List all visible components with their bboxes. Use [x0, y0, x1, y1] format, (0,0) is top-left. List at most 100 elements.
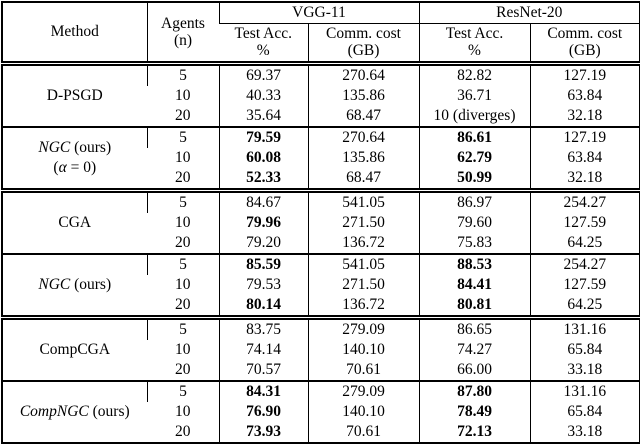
cell-vgg-cost: 279.09 [307, 317, 420, 340]
table-row: 20 79.20 136.72 75.83 64.25 [2, 233, 640, 254]
cell-agents: 20 [175, 361, 191, 378]
table-row: 20 35.64 68.47 10 (diverges) 32.18 [2, 106, 640, 127]
cell-resnet-cost: 131.16 [529, 381, 640, 402]
header-vgg-test-acc: Test Acc.% [219, 23, 308, 66]
cell-vgg-acc: 84.67 [218, 190, 308, 213]
cell-resnet-cost: 32.18 [529, 106, 640, 127]
cell-agents: 10 [175, 341, 191, 358]
cell-method: NGC (ours) [38, 276, 112, 293]
cell-vgg-cost: 271.50 [307, 213, 420, 233]
group-compcga: CompCGA 5 83.75 279.09 86.65 131.16 10 7… [2, 317, 640, 381]
cell-vgg-acc: 40.33 [218, 86, 308, 106]
cell-resnet-cost: 64.25 [529, 295, 640, 318]
cell-method: NGC (ours) (α = 0) [38, 139, 112, 176]
cell-resnet-cost: 127.59 [529, 275, 640, 295]
cell-vgg-acc: 70.57 [218, 360, 308, 381]
group-compngc: CompNGC (ours) 5 84.31 279.09 87.80 131.… [2, 381, 640, 443]
cell-agents: 5 [146, 317, 219, 340]
cell-resnet-acc: 86.61 [418, 127, 531, 148]
cell-resnet-acc: 79.60 [418, 213, 531, 233]
header-agents: Agents (n) [146, 2, 219, 64]
group-cga: CGA 5 84.67 541.05 86.97 254.27 10 79.96… [2, 190, 640, 254]
cell-vgg-cost: 541.05 [307, 190, 420, 213]
cell-resnet-acc: 87.80 [418, 381, 531, 402]
cell-resnet-acc: 10 (diverges) [418, 106, 531, 127]
cell-agents: 5 [146, 63, 219, 86]
cell-agents: 10 [175, 149, 191, 166]
cell-vgg-acc: 73.93 [218, 422, 308, 443]
group-ngc-alpha0: NGC (ours) (α = 0) 5 79.59 270.64 86.61 … [2, 127, 640, 191]
header-method: Method [50, 23, 99, 40]
table-row: CompNGC (ours) 5 84.31 279.09 87.80 131.… [2, 381, 640, 420]
group-ngc: NGC (ours) 5 85.59 541.05 88.53 254.27 1… [2, 254, 640, 318]
cell-resnet-acc: 36.71 [418, 86, 531, 106]
cell-vgg-acc: 79.53 [218, 275, 308, 295]
cell-method: CompCGA [39, 341, 111, 358]
cell-vgg-acc: 52.33 [218, 168, 308, 191]
table-row: NGC (ours) 5 85.59 541.05 88.53 254.27 [2, 254, 640, 293]
cell-resnet-acc: 84.41 [418, 275, 531, 295]
table-header: Method Agents (n) VGG-11 ResNet-20 Test A… [2, 2, 640, 66]
table-row: 10 74.14 140.10 74.27 65.84 [2, 340, 640, 360]
cell-vgg-cost: 70.61 [307, 360, 420, 381]
table-row: CompCGA 5 83.75 279.09 86.65 131.16 [2, 317, 640, 358]
cell-vgg-cost: 136.72 [307, 295, 420, 318]
cell-vgg-acc: 83.75 [218, 317, 308, 340]
cell-vgg-cost: 68.47 [307, 168, 420, 191]
cell-resnet-acc: 50.99 [418, 168, 531, 191]
cell-vgg-cost: 140.10 [307, 402, 420, 422]
cell-agents: 5 [146, 254, 219, 275]
cell-agents: 20 [175, 296, 191, 313]
cell-resnet-cost: 33.18 [529, 360, 640, 381]
table-row: 10 76.90 140.10 78.49 65.84 [2, 402, 640, 422]
cell-vgg-cost: 271.50 [307, 275, 420, 295]
cell-agents: 20 [175, 107, 191, 124]
cell-resnet-cost: 254.27 [529, 254, 640, 275]
cell-agents: 20 [175, 234, 191, 251]
table-row: D-PSGD 5 69.37 270.64 82.82 127.19 [2, 63, 640, 104]
cell-agents: 20 [175, 169, 191, 186]
cell-resnet-acc: 88.53 [418, 254, 531, 275]
cell-vgg-acc: 69.37 [218, 63, 308, 86]
cell-agents: 5 [146, 127, 219, 148]
cell-vgg-acc: 74.14 [218, 340, 308, 360]
cell-resnet-cost: 33.18 [529, 422, 640, 443]
cell-vgg-acc: 80.14 [218, 295, 308, 318]
cell-vgg-acc: 79.59 [218, 127, 308, 148]
cell-resnet-acc: 66.00 [418, 360, 531, 381]
cell-agents: 10 [175, 87, 191, 104]
table-row: NGC (ours) (α = 0) 5 79.59 270.64 86.61 … [2, 127, 640, 176]
cell-resnet-acc: 78.49 [418, 402, 531, 422]
cell-method: CompNGC (ours) [19, 403, 130, 420]
cell-vgg-cost: 279.09 [307, 381, 420, 402]
cell-resnet-cost: 127.19 [529, 63, 640, 86]
header-resnet-test-acc: Test Acc.% [418, 23, 531, 66]
cell-resnet-acc: 82.82 [418, 63, 531, 86]
table-row: 10 40.33 135.86 36.71 63.84 [2, 86, 640, 106]
cell-vgg-cost: 70.61 [307, 422, 420, 443]
cell-resnet-cost: 64.25 [529, 233, 640, 254]
cell-resnet-acc: 74.27 [418, 340, 531, 360]
cell-resnet-acc: 86.97 [418, 190, 531, 213]
cell-vgg-cost: 270.64 [307, 63, 420, 86]
cell-resnet-cost: 254.27 [529, 190, 640, 213]
table-row: 10 79.53 271.50 84.41 127.59 [2, 275, 640, 295]
cell-resnet-cost: 65.84 [529, 340, 640, 360]
cell-vgg-acc: 85.59 [218, 254, 308, 275]
cell-agents: 10 [175, 214, 191, 231]
table-row: CGA 5 84.67 541.05 86.97 254.27 [2, 190, 640, 231]
cell-vgg-cost: 270.64 [307, 127, 420, 148]
cell-vgg-cost: 135.86 [307, 86, 420, 106]
cell-vgg-cost: 68.47 [307, 106, 420, 127]
cell-resnet-cost: 63.84 [529, 86, 640, 106]
cell-resnet-acc: 75.83 [418, 233, 531, 254]
cell-resnet-cost: 32.18 [529, 168, 640, 191]
cell-agents: 10 [175, 276, 191, 293]
header-resnet-comm-cost: Comm. cost (GB) [529, 23, 640, 66]
table-row: 10 79.96 271.50 79.60 127.59 [2, 213, 640, 233]
group-dpsgd: D-PSGD 5 69.37 270.64 82.82 127.19 10 40… [2, 63, 640, 127]
cell-method: D-PSGD [46, 87, 103, 104]
table-row: 20 52.33 68.47 50.99 32.18 [2, 168, 640, 191]
